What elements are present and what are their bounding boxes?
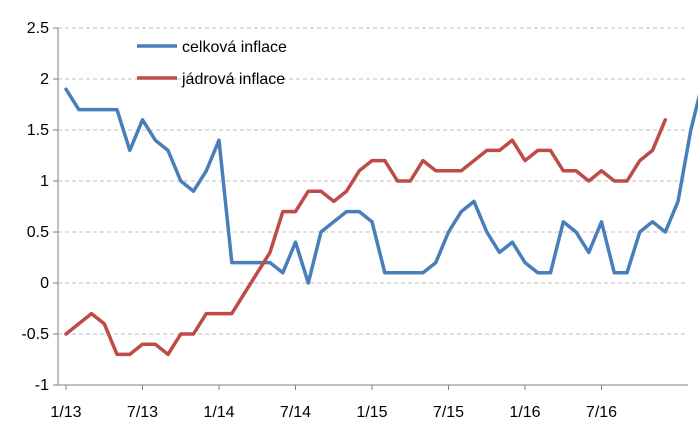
y-tick-label: -0.5	[21, 326, 49, 343]
legend: celková inflace jádrová inflace	[137, 39, 287, 88]
gridlines	[58, 27, 688, 335]
y-tick-labels: 2.5 2 1.5 1 0.5 0 -0.5 -1	[21, 20, 49, 394]
y-tick-label: 1	[40, 173, 49, 190]
x-tick-label: 1/15	[356, 404, 387, 421]
x-tick-label: 1/16	[509, 404, 540, 421]
y-tick-label: 2	[40, 71, 49, 88]
x-tick-label: 1/14	[203, 404, 234, 421]
series-line-celkova-inflace	[64, 87, 698, 285]
y-tick-label: -1	[35, 377, 49, 394]
legend-label-celkova: celková inflace	[182, 39, 287, 56]
x-tick-labels: 1/13 7/13 1/14 7/14 1/15 7/15 1/16 7/16	[50, 404, 617, 421]
y-tick-label: 1.5	[27, 122, 49, 139]
y-tick-label: 0.5	[27, 224, 49, 241]
series-lines	[64, 87, 698, 357]
series-line-jadrova-inflace	[64, 118, 668, 357]
x-tick-label: 1/13	[50, 404, 81, 421]
y-tick-label: 2.5	[27, 20, 49, 37]
x-tick-label: 7/15	[433, 404, 464, 421]
legend-label-jadrova: jádrová inflace	[181, 71, 285, 88]
axes	[53, 27, 688, 390]
x-tick-label: 7/13	[127, 404, 158, 421]
y-tick-label: 0	[40, 275, 49, 292]
x-tick-label: 7/16	[586, 404, 617, 421]
x-tick-label: 7/14	[280, 404, 311, 421]
